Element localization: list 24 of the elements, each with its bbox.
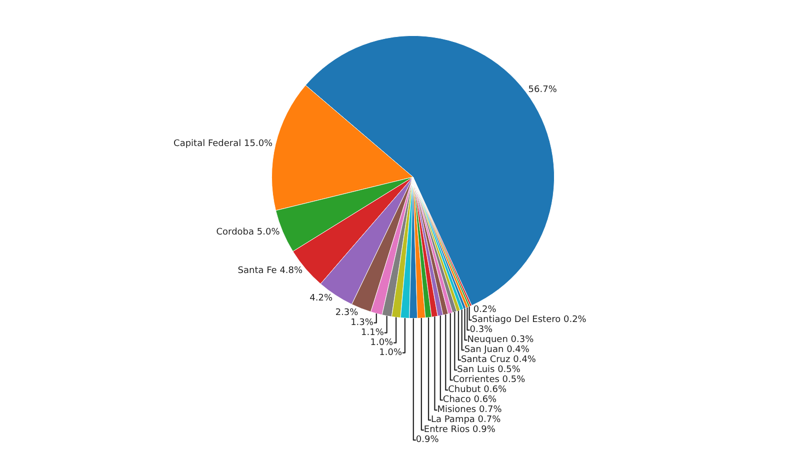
slice-label: Capital Federal 15.0% — [174, 139, 274, 150]
data-label: 0.2% — [473, 305, 497, 316]
slice-label: Chaco 0.6% — [442, 395, 498, 406]
slice-label: Santa Fe 4.8% — [238, 266, 303, 276]
slice-label: Santa Cruz 0.4% — [460, 355, 536, 366]
slice-label: Corrientes 0.5% — [452, 375, 526, 386]
slice-label: La Pampa 0.7% — [431, 415, 502, 426]
slice-label: Misiones 0.7% — [437, 405, 502, 416]
slice-label: Entre Rios 0.9% — [424, 425, 496, 436]
slice-label: Neuquen 0.3% — [467, 335, 534, 346]
slice-label: Cordoba 5.0% — [216, 227, 280, 238]
data-label: 0.3% — [470, 325, 494, 336]
slice-label: Chubut 0.6% — [448, 385, 507, 396]
slice-label: San Luis 0.5% — [457, 365, 521, 376]
data-label: 1.0% — [379, 348, 402, 358]
data-label: 0.9% — [416, 435, 440, 446]
data-label: 2.3% — [335, 308, 359, 318]
data-label: 1.0% — [370, 338, 394, 348]
data-label: 56.7% — [528, 85, 558, 96]
slice-label: San Juan 0.4% — [464, 345, 530, 356]
data-label: 4.2% — [310, 294, 333, 304]
slice-label: Santiago Del Estero 0.2% — [472, 315, 587, 326]
data-label: 1.3% — [350, 318, 374, 328]
data-label: 1.1% — [361, 328, 384, 338]
